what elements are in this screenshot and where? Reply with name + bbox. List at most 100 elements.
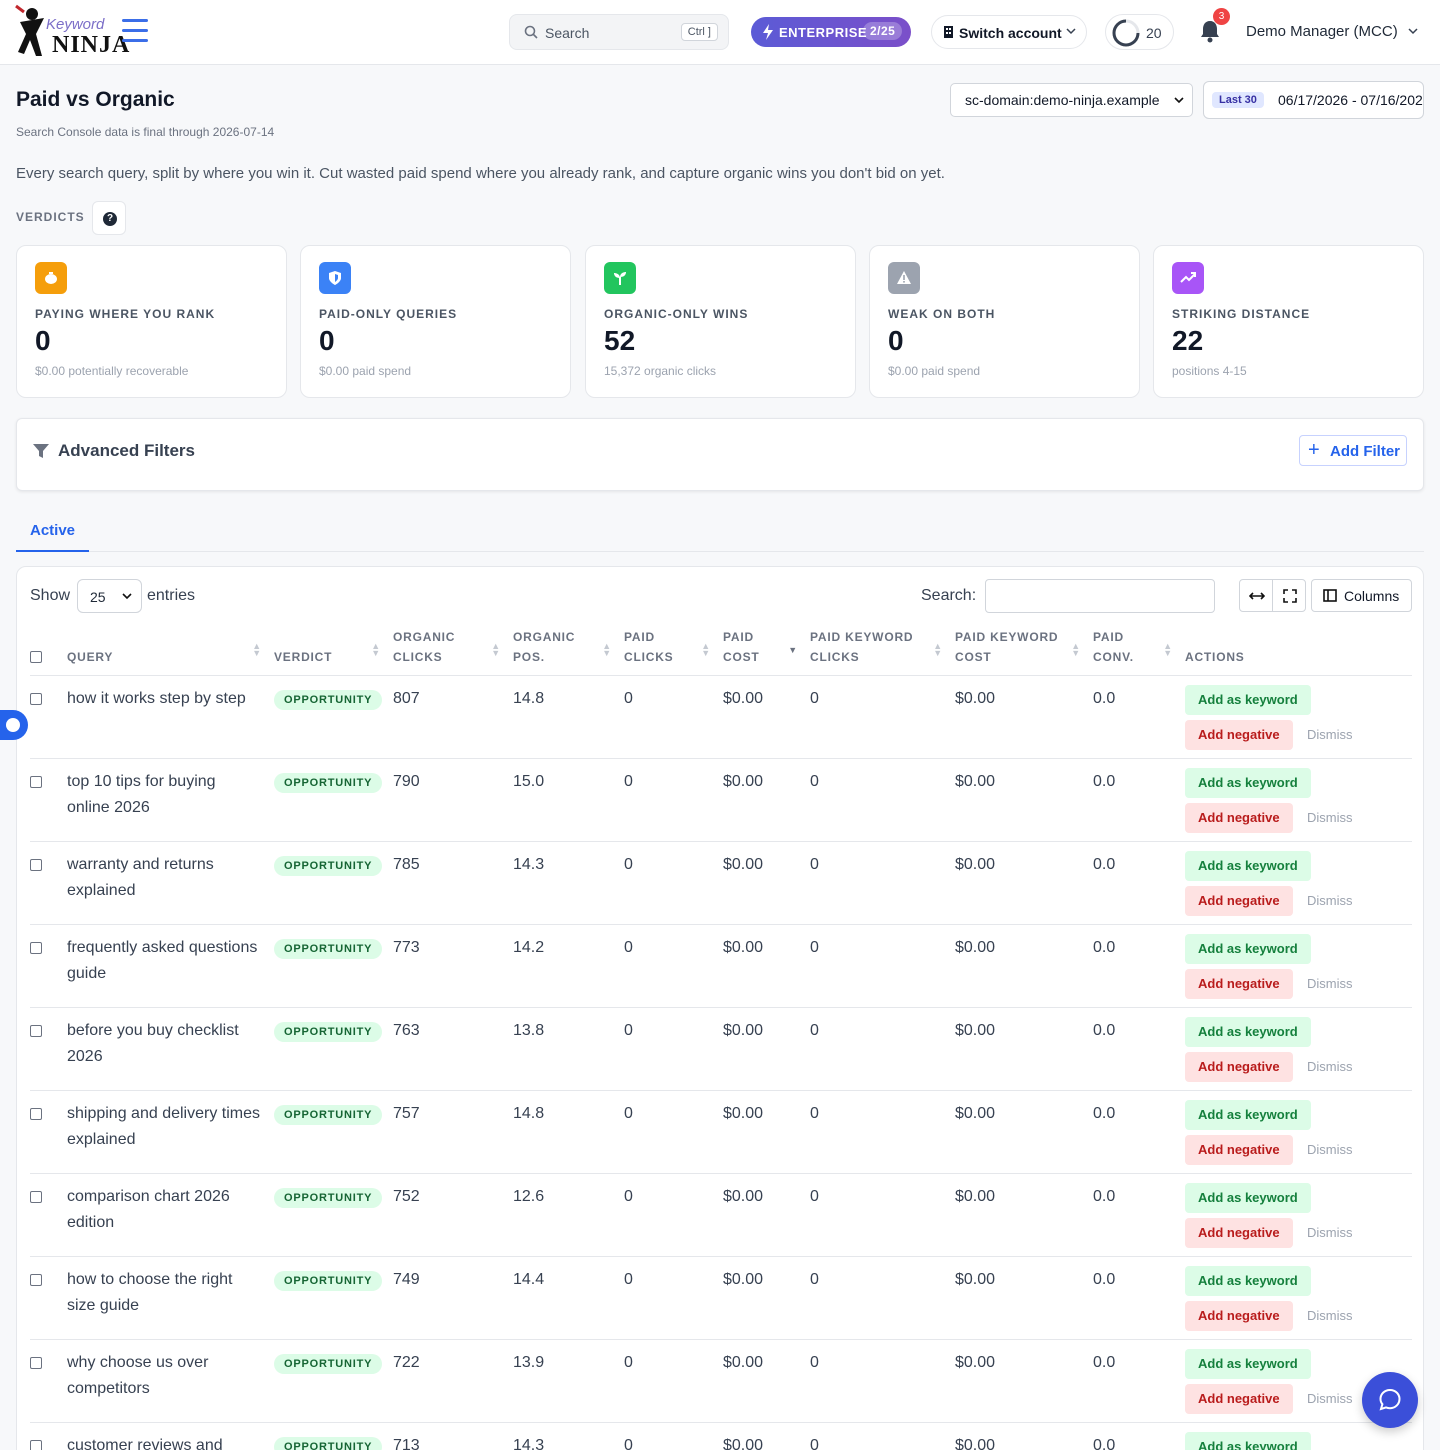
paid-clicks-cell: 0 [624,1422,723,1450]
logo-word-keyword: Keyword [46,16,105,33]
add-as-keyword-button[interactable]: Add as keyword [1185,767,1311,798]
row-select-cell [30,1256,67,1340]
add-negative-button[interactable]: Add negative [1185,1051,1293,1082]
add-filter-button[interactable]: + Add Filter [1299,435,1407,466]
row-checkbox[interactable] [30,775,42,788]
chat-button[interactable] [1362,1372,1418,1428]
add-as-keyword-button[interactable]: Add as keyword [1185,1099,1311,1130]
select-all-checkbox[interactable] [30,650,42,663]
chevron-down-icon[interactable] [1408,26,1418,36]
entries-label: entries [147,587,196,604]
paid-keyword-clicks-cell: 0 [810,758,955,842]
dismiss-button[interactable]: Dismiss [1307,1307,1353,1323]
dismiss-button[interactable]: Dismiss [1307,1390,1353,1406]
menu-toggle-button[interactable] [122,19,148,45]
add-negative-button[interactable]: Add negative [1185,885,1293,916]
column-verdict[interactable]: VERDICT ▲ ▼ [274,621,393,676]
dismiss-button[interactable]: Dismiss [1307,1141,1353,1157]
notification-count-badge: 3 [1213,8,1230,25]
paid-clicks-cell: 0 [624,1173,723,1257]
card-paid-only-queries[interactable]: PAID-ONLY QUERIES 0 $0.00 paid spend [300,245,571,398]
dismiss-button[interactable]: Dismiss [1307,1058,1353,1074]
column-paid-keyword-clicks[interactable]: PAID KEYWORD CLICKS ▲ ▼ [810,621,955,676]
add-negative-button[interactable]: Add negative [1185,1217,1293,1248]
add-negative-button[interactable]: Add negative [1185,802,1293,833]
row-checkbox[interactable] [30,1273,42,1286]
user-menu-button[interactable]: Demo Manager (MCC) [1246,23,1398,40]
verdict-badge: OPPORTUNITY [274,1353,383,1374]
credits-indicator[interactable]: 20 [1105,14,1174,50]
sort-icon: ▲ ▼ [371,641,381,658]
actions-cell: Add as keyword Add negative Dismiss [1185,1090,1412,1174]
organic-pos-cell: 14.8 [513,675,624,759]
add-as-keyword-button[interactable]: Add as keyword [1185,1348,1311,1379]
add-as-keyword-button[interactable]: Add as keyword [1185,933,1311,964]
notifications-button[interactable]: 3 [1199,8,1230,48]
domain-select[interactable]: sc-domain:demo-ninja.example [950,83,1193,117]
organic-clicks-cell: 790 [393,758,513,842]
organic-clicks-cell: 785 [393,841,513,925]
table-row: warranty and returns explained OPPORTUNIT… [30,841,1412,925]
dismiss-button[interactable]: Dismiss [1307,726,1353,742]
building-icon [944,26,953,38]
add-as-keyword-button[interactable]: Add as keyword [1185,850,1311,881]
row-checkbox[interactable] [30,1439,42,1450]
query-cell: before you buy checklist 2026 [67,1007,274,1091]
dismiss-button[interactable]: Dismiss [1307,892,1353,908]
dismiss-button[interactable]: Dismiss [1307,809,1353,825]
add-as-keyword-button[interactable]: Add as keyword [1185,1265,1311,1296]
column-paid-clicks[interactable]: PAID CLICKS ▲ ▼ [624,621,723,676]
tab-active[interactable]: Active [16,509,89,552]
add-negative-button[interactable]: Add negative [1185,1134,1293,1165]
row-checkbox[interactable] [30,1190,42,1203]
card-striking-distance[interactable]: STRIKING DISTANCE 22 positions 4-15 [1153,245,1424,398]
column-paid-cost[interactable]: PAID COST ▼ [723,621,810,676]
advanced-filters-title[interactable]: Advanced Filters [58,441,195,460]
paid-keyword-clicks-cell: 0 [810,924,955,1008]
column-paid-conv[interactable]: PAID CONV. ▲ ▼ [1093,621,1185,676]
add-as-keyword-button[interactable]: Add as keyword [1185,1016,1311,1047]
row-checkbox[interactable] [30,1024,42,1037]
row-checkbox[interactable] [30,858,42,871]
column-paid-keyword-cost[interactable]: PAID KEYWORD COST ▲ ▼ [955,621,1093,676]
card-paying-where-you-rank[interactable]: PAYING WHERE YOU RANK 0 $0.00 potentiall… [16,245,287,398]
actions-cell: Add as keyword Add negative Dismiss [1185,675,1412,759]
row-checkbox[interactable] [30,1107,42,1120]
add-negative-button[interactable]: Add negative [1185,968,1293,999]
dismiss-button[interactable]: Dismiss [1307,1224,1353,1240]
card-weak-on-both[interactable]: WEAK ON BOTH 0 $0.00 paid spend [869,245,1140,398]
row-checkbox[interactable] [30,1356,42,1369]
fullscreen-button[interactable] [1272,579,1306,612]
add-as-keyword-button[interactable]: Add as keyword [1185,684,1311,715]
table-search-input[interactable] [985,579,1215,613]
add-negative-button[interactable]: Add negative [1185,1300,1293,1331]
credits-count: 20 [1146,25,1162,41]
page-size-select[interactable]: 25 [77,579,142,613]
add-as-keyword-button[interactable]: Add as keyword [1185,1431,1311,1450]
card-subtitle: $0.00 potentially recoverable [35,364,189,378]
column-query[interactable]: QUERY ▲ ▼ [67,621,274,676]
query-cell: how to choose the right size guide [67,1256,274,1340]
dismiss-button[interactable]: Dismiss [1307,975,1353,991]
add-negative-button[interactable]: Add negative [1185,719,1293,750]
column-organic-pos[interactable]: ORGANIC POS. ▲ ▼ [513,621,624,676]
plan-badge-button[interactable]: ENTERPRISE 2/25 [751,17,911,47]
date-range-picker[interactable]: Last 30 06/17/2026 - 07/16/2026 [1203,81,1424,119]
columns-button[interactable]: Columns [1311,579,1412,612]
card-organic-only-wins[interactable]: ORGANIC-ONLY WINS 52 15,372 organic clic… [585,245,856,398]
accessibility-button[interactable] [0,710,28,740]
row-checkbox[interactable] [30,692,42,705]
verdicts-help-button[interactable]: ? [92,201,126,235]
add-negative-button[interactable]: Add negative [1185,1383,1293,1414]
chevron-down-icon [1066,28,1076,35]
global-search-button[interactable]: Search Ctrl ] [509,14,729,50]
paid-keyword-cost-cell: $0.00 [955,1256,1093,1340]
expand-width-button[interactable] [1239,579,1273,612]
row-checkbox[interactable] [30,941,42,954]
add-as-keyword-button[interactable]: Add as keyword [1185,1182,1311,1213]
switch-account-button[interactable]: Switch account [931,15,1087,49]
column-organic-clicks[interactable]: ORGANIC CLICKS ▲ ▼ [393,621,513,676]
paid-cost-cell: $0.00 [723,1339,810,1423]
keyword-ninja-logo[interactable]: Keyword NINJA [14,4,129,62]
